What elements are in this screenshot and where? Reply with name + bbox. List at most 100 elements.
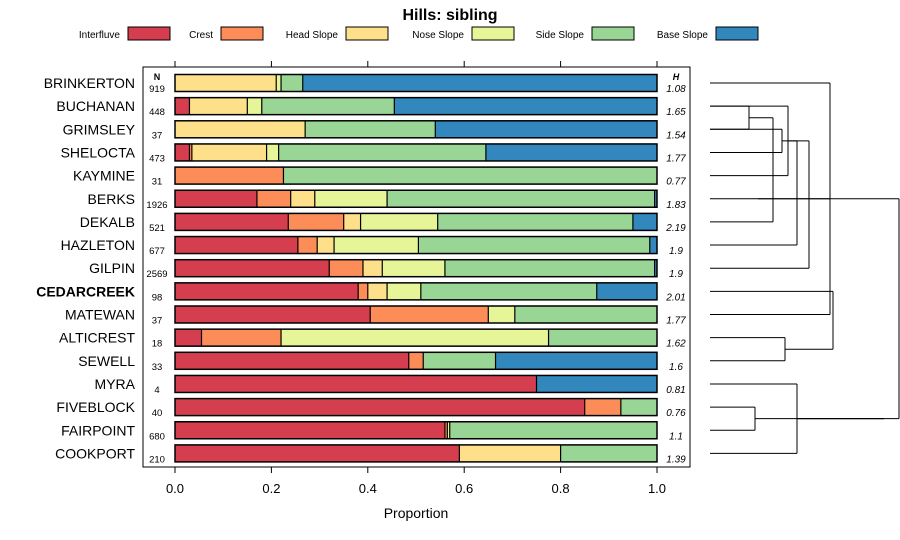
bar-segment-interfluve: [175, 282, 359, 300]
bar-outline: [174, 421, 658, 440]
bar-segment-crest: [175, 167, 284, 185]
bar-segment-side-slope: [283, 167, 657, 185]
row-cookport: COOKPORT 210 1.39: [55, 444, 686, 465]
bar-segment-side-slope: [278, 143, 486, 161]
bar-segment-side-slope: [418, 236, 650, 254]
legend-label-base-slope: Base Slope: [657, 30, 709, 41]
row-label: BRINKERTON: [44, 75, 135, 91]
n-value: 919: [149, 84, 165, 95]
row-label: MATEWAN: [65, 307, 135, 323]
row-hazleton: HAZLETON 677 1.9: [61, 235, 683, 257]
h-value: 2.19: [665, 223, 686, 234]
bar-segment-head-slope: [175, 120, 306, 138]
bar-segment-nose-slope: [266, 143, 279, 161]
bar-outline: [174, 189, 658, 208]
bar-segment-head-slope: [191, 143, 267, 161]
bar-segment-side-slope: [449, 421, 657, 439]
bar-outline: [174, 258, 658, 278]
row-label: CEDARCREEK: [36, 283, 135, 299]
legend-label-side-slope: Side Slope: [536, 30, 585, 41]
legend-swatch-interfluve: [127, 26, 171, 41]
legend-label-head-slope: Head Slope: [286, 30, 339, 41]
row-label: COOKPORT: [55, 445, 135, 461]
legend-swatch-side-slope: [591, 26, 635, 41]
bar-segment-side-slope: [620, 398, 657, 416]
rows: BRINKERTON 919 1.08 BUCHANAN 448 1.65 GRIMSLEY…: [36, 73, 686, 465]
bar-outline: [174, 305, 658, 324]
bar-segment-crest: [329, 259, 363, 277]
row-grimsley: GRIMSLEY 37 1.54: [63, 120, 686, 141]
h-value: 1.08: [666, 84, 686, 95]
row-label: GILPIN: [89, 260, 135, 276]
bar-segment-nose-slope: [447, 421, 450, 439]
bar-segment-base-slope: [485, 143, 657, 161]
row-label: GRIMSLEY: [63, 121, 136, 137]
h-value: 2.01: [665, 292, 685, 303]
bar-segment-side-slope: [444, 259, 655, 277]
bar-outline: [174, 166, 658, 185]
bar-segment-side-slope: [514, 306, 657, 323]
n-column-header: N: [154, 72, 161, 82]
h-value: 1.9: [669, 246, 683, 257]
n-value: 31: [152, 177, 163, 188]
bar-segment-nose-slope: [276, 74, 282, 92]
row-label: FIVEBLOCK: [56, 399, 135, 415]
h-value: 1.83: [666, 200, 686, 211]
row-label: FAIRPOINT: [61, 422, 135, 438]
legend-label-interfluve: Interfluve: [79, 30, 121, 41]
x-tick-label: 0.4: [359, 481, 377, 496]
bar-outline: [174, 374, 658, 394]
n-value: 521: [149, 223, 165, 234]
bar-segment-head-slope: [290, 190, 315, 208]
bar-segment-side-slope: [261, 97, 395, 115]
bar-segment-interfluve: [175, 444, 460, 462]
bar-segment-crest: [201, 329, 282, 347]
h-value: 1.39: [666, 454, 686, 465]
x-tick-label: 0.8: [552, 481, 570, 496]
bar-segment-head-slope: [367, 282, 388, 300]
h-value: 0.76: [666, 408, 686, 419]
bar-segment-crest: [584, 398, 621, 416]
row-fairpoint: FAIRPOINT 680 1.1: [61, 421, 683, 442]
legend-label-crest: Crest: [189, 30, 213, 41]
bar-segment-interfluve: [175, 259, 330, 277]
bar-segment-nose-slope: [314, 190, 388, 208]
h-value: 1.77: [666, 153, 686, 164]
bar-segment-side-slope: [305, 120, 436, 138]
chart-title: Hills: sibling: [402, 7, 497, 24]
bar-segment-side-slope: [420, 282, 597, 300]
row-fiveblock: FIVEBLOCK 40 0.76: [56, 397, 686, 419]
bar-outline: [174, 143, 658, 162]
row-sewell: SEWELL 33 1.6: [78, 351, 683, 373]
row-label: BUCHANAN: [56, 98, 135, 114]
bar-outline: [174, 212, 658, 232]
row-label: SHELOCTA: [61, 144, 136, 160]
bar-segment-crest: [288, 213, 344, 231]
bar-segment-side-slope: [548, 329, 657, 347]
n-value: 210: [149, 454, 165, 465]
h-value: 1.65: [666, 107, 686, 118]
h-value: 1.6: [669, 362, 683, 373]
legend-label-nose-slope: Nose Slope: [412, 30, 464, 41]
row-myra: MYRA 4 0.81: [95, 374, 686, 396]
h-value: 1.54: [666, 130, 686, 141]
bar-segment-interfluve: [175, 97, 190, 115]
row-cedarcreek: CEDARCREEK 98 2.01: [36, 282, 686, 303]
bar-outline: [174, 282, 658, 301]
n-value: 98: [152, 292, 163, 303]
bar-segment-base-slope: [632, 213, 657, 231]
bar-segment-head-slope: [175, 74, 277, 92]
bar-segment-nose-slope: [247, 97, 262, 115]
bar-outline: [174, 73, 658, 93]
bar-segment-interfluve: [175, 421, 445, 439]
n-value: 37: [152, 130, 163, 141]
bar-segment-nose-slope: [334, 236, 419, 254]
row-label: KAYMINE: [73, 168, 135, 184]
n-value: 18: [152, 339, 163, 350]
bar-segment-nose-slope: [387, 282, 421, 300]
bar-segment-side-slope: [560, 444, 657, 462]
bar-segment-nose-slope: [360, 213, 438, 231]
bar-segment-base-slope: [394, 97, 657, 115]
n-value: 677: [149, 246, 165, 257]
bar-segment-crest: [444, 421, 448, 439]
